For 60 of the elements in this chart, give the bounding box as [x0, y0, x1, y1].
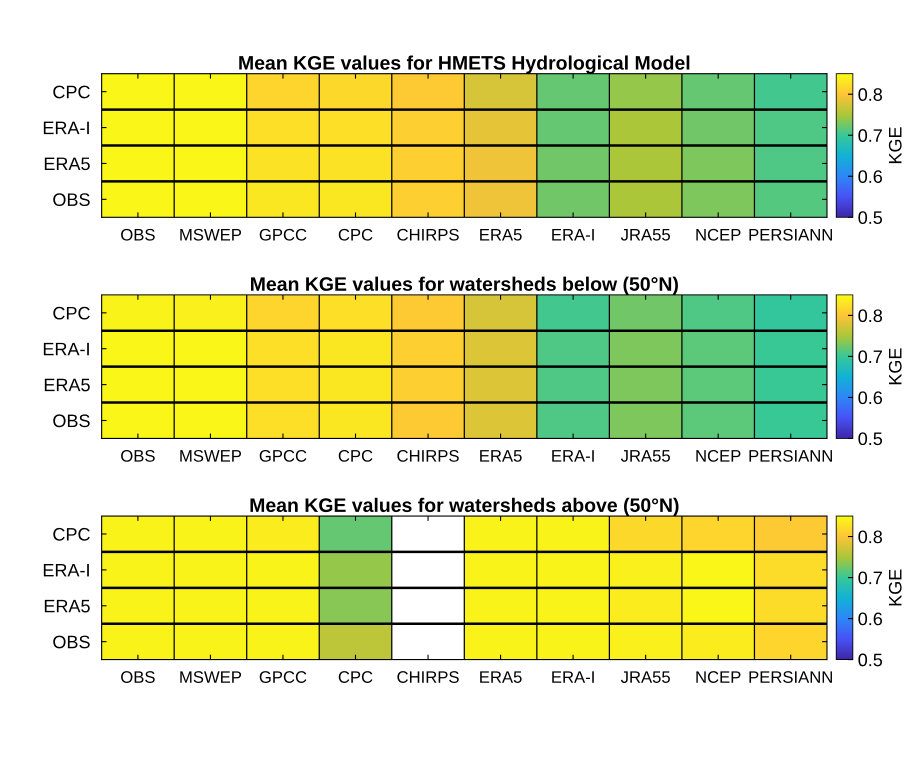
x-tick-label: GPCC [260, 450, 306, 462]
color-bar-label: 0.7 [858, 350, 882, 364]
x-tick-label: CHIRPS [397, 671, 459, 683]
color-bar-label: 0.6 [858, 612, 882, 626]
x-tick-label: JRA55 [620, 450, 670, 462]
x-tick-label: CPC [338, 671, 372, 683]
x-tick-label: GPCC [260, 671, 306, 683]
x-tick-label: CHIRPS [397, 228, 459, 241]
x-tick-label: ERA-I [552, 229, 594, 240]
y-tick-label: ERA5 [44, 600, 90, 612]
x-tick-label: CHIRPS [397, 450, 459, 462]
x-tick-label: NCEP [696, 450, 740, 462]
color-bar-label: 0.5 [858, 654, 882, 666]
y-tick-label: ERA-I [44, 564, 89, 576]
color-bar-title: KGE [888, 348, 902, 384]
x-tick-label: CPC [338, 228, 372, 241]
x-tick-label: MSWEP [180, 228, 242, 241]
chart-title: Mean KGE values for watersheds below (50°N) [251, 276, 678, 295]
color-bar-label: 0.8 [858, 309, 882, 322]
y-tick-label: OBS [53, 636, 90, 648]
color-bar-label: 0.5 [858, 211, 882, 224]
x-tick-label: OBS [121, 671, 155, 683]
y-tick-label: CPC [53, 306, 90, 320]
x-tick-label: JRA55 [620, 229, 670, 241]
color-bar-title: KGE [888, 127, 902, 164]
y-tick-label: ERA-I [44, 342, 89, 356]
y-tick-label: ERA5 [44, 378, 90, 392]
x-tick-label: ERA5 [480, 671, 522, 683]
x-tick-label: NCEP [696, 671, 740, 683]
x-tick-label: PERSIANN [749, 450, 832, 462]
x-tick-label: ERA5 [480, 229, 522, 241]
y-tick-label: OBS [53, 193, 90, 206]
color-bar-title: KGE [888, 570, 902, 606]
x-tick-label: MSWEP [180, 671, 242, 683]
chart-title: Mean KGE values for HMETS Hydrological Model [239, 55, 690, 74]
y-tick-label: OBS [53, 414, 90, 428]
x-tick-label: OBS [121, 450, 155, 462]
color-bar-label: 0.5 [858, 432, 882, 446]
x-tick-label: OBS [121, 228, 155, 241]
color-bar-label: 0.6 [858, 170, 882, 183]
color-bar-label: 0.7 [858, 129, 882, 142]
color-bar-label: 0.6 [858, 391, 882, 404]
y-tick-label: CPC [53, 528, 90, 541]
x-tick-label: JRA55 [620, 671, 670, 683]
y-tick-label: CPC [53, 86, 90, 98]
x-tick-label: GPCC [260, 228, 306, 241]
y-tick-label: ERA-I [44, 122, 89, 134]
x-tick-label: ERA5 [480, 450, 522, 462]
x-tick-label: PERSIANN [749, 228, 832, 241]
chart-title: Mean KGE values for watersheds above (50°N) [250, 498, 679, 516]
color-bar-label: 0.8 [858, 88, 882, 101]
x-tick-label: ERA-I [552, 671, 594, 683]
color-bar-label: 0.8 [858, 530, 882, 544]
y-tick-label: ERA5 [44, 158, 90, 170]
x-tick-label: PERSIANN [749, 671, 832, 683]
x-tick-label: CPC [338, 450, 372, 462]
x-tick-label: ERA-I [552, 450, 594, 462]
x-tick-label: MSWEP [180, 450, 242, 462]
x-tick-label: NCEP [696, 228, 740, 241]
color-bar-label: 0.7 [858, 572, 882, 584]
